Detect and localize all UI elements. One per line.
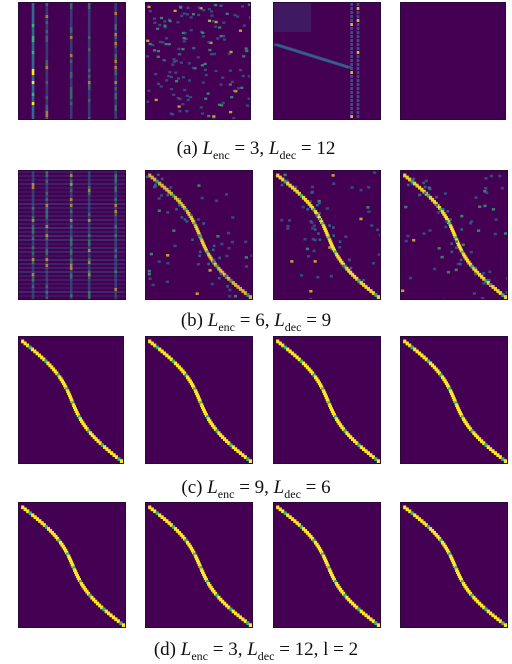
- heatmap-b3: [273, 170, 381, 300]
- heatmap-pattern: [401, 171, 507, 299]
- heatmap-pattern: [401, 3, 505, 119]
- heatmap-pattern: [274, 503, 380, 627]
- heatmap-d1: [18, 502, 126, 628]
- caption-c: (c) Lenc = 9, Ldec = 6: [0, 477, 512, 502]
- heatmap-pattern: [401, 337, 507, 463]
- heatmap-pattern: [274, 171, 380, 299]
- heatmap-c3: [273, 336, 381, 464]
- heatmap-pattern: [19, 3, 125, 119]
- caption-a: (a) Lenc = 3, Ldec = 12: [0, 138, 512, 163]
- heatmap-pattern: [274, 3, 380, 119]
- heatmap-d4: [400, 502, 508, 628]
- heatmap-a2: [145, 2, 251, 120]
- heatmap-c4: [400, 336, 508, 464]
- heatmap-a3: [273, 2, 381, 120]
- heatmap-a4: [400, 2, 506, 120]
- heatmap-pattern: [19, 337, 123, 463]
- heatmap-a1: [18, 2, 126, 120]
- heatmap-pattern: [146, 337, 252, 463]
- heatmap-pattern: [19, 171, 125, 299]
- heatmap-c1: [18, 336, 124, 464]
- heatmap-pattern: [146, 503, 252, 627]
- heatmap-pattern: [274, 337, 380, 463]
- heatmap-b1: [18, 170, 126, 300]
- heatmap-b4: [400, 170, 508, 300]
- heatmap-pattern: [401, 503, 507, 627]
- heatmap-d2: [145, 502, 253, 628]
- caption-b: (b) Lenc = 6, Ldec = 9: [0, 310, 512, 335]
- heatmap-pattern: [146, 3, 250, 119]
- heatmap-pattern: [146, 171, 252, 299]
- caption-d: (d) Lenc = 3, Ldec = 12, l = 2: [0, 639, 512, 664]
- heatmap-d3: [273, 502, 381, 628]
- heatmap-pattern: [19, 503, 125, 627]
- heatmap-b2: [145, 170, 253, 300]
- heatmap-c2: [145, 336, 253, 464]
